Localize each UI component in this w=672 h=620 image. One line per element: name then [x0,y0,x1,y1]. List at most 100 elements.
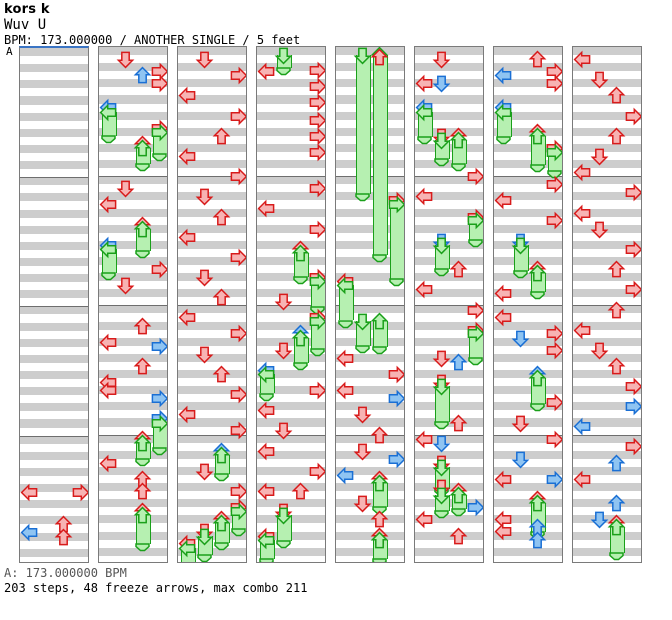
freeze-body [468,333,483,358]
measure-line [257,305,325,307]
beat-band [336,386,404,395]
beat-band [178,337,246,346]
beat-band [336,240,404,249]
quarter-note-arrow [257,401,275,420]
beat-band [573,289,641,298]
beat-band [99,402,167,411]
beat-band [178,160,246,169]
freeze-head-arrow [133,220,151,238]
freeze-head-arrow [309,313,325,331]
quarter-note-arrow [467,301,483,319]
quarter-note-arrow [309,61,325,79]
quarter-note-arrow [116,51,134,69]
beat-band [178,192,246,201]
beat-band [573,450,641,459]
measure-line [336,434,404,436]
beat-band [573,370,641,379]
beat-band [20,144,88,153]
beat-band [336,192,404,201]
beat-band [20,338,88,347]
quarter-note-arrow [230,107,246,126]
freeze-head-arrow [494,103,512,121]
beat-band [573,418,641,427]
beat-band [99,111,167,120]
freeze-head-arrow [607,518,625,536]
freeze-head-arrow [432,132,450,150]
quarter-note-arrow [528,50,546,68]
freeze-head-arrow [528,127,546,145]
quarter-note-arrow [151,260,167,279]
beat-band [257,370,325,379]
freeze-head-arrow [133,506,151,524]
quarter-note-arrow [546,75,562,93]
freeze-tail [450,163,466,172]
freeze-tail [151,153,167,162]
measure-line [415,434,483,436]
beat-band [494,160,562,169]
measure-line [257,176,325,178]
beat-band [99,273,167,282]
freeze-body [355,321,371,346]
beat-band [336,208,404,217]
beat-band [573,208,641,217]
quarter-note-arrow [336,381,354,400]
beat-band [573,466,641,475]
measure-line [178,305,246,307]
beat-band [336,531,404,540]
beat-band [257,305,325,314]
beat-band [415,192,483,201]
quarter-note-arrow [309,111,325,130]
beat-band [178,305,246,314]
quarter-note-arrow [212,365,230,383]
quarter-note-arrow [546,430,562,449]
difficulty-side-label: A [6,45,13,58]
beat-band [573,515,641,524]
quarter-note-arrow [212,208,230,226]
freeze-head-arrow [99,240,117,259]
measure-line [20,435,88,437]
beat-band [99,240,167,249]
beat-band [20,354,88,363]
quarter-note-arrow [178,228,196,246]
beat-band [178,176,246,185]
quarter-note-arrow [625,377,641,396]
freeze-tail [309,348,325,357]
beat-band [573,224,641,233]
eighth-note-arrow [528,531,546,549]
beat-band [20,48,88,57]
eighth-note-arrow [511,451,529,469]
measure-line [257,434,325,436]
beat-band [20,241,88,250]
freeze-head-arrow [212,446,230,464]
beat-band [20,274,88,283]
quarter-note-arrow [388,365,404,384]
eighth-note-arrow [432,435,450,453]
beat-band [257,402,325,411]
freeze-head-arrow [511,237,529,255]
freeze-head-arrow [467,325,483,343]
quarter-note-arrow [494,523,512,541]
beat-band [20,500,88,509]
beat-band [415,208,483,217]
freeze-body [434,386,450,422]
beat-band [494,47,562,56]
quarter-note-arrow [336,349,354,368]
beat-band [20,225,88,234]
beat-band [573,47,641,56]
quarter-note-arrow [274,422,292,440]
quarter-note-arrow [573,470,591,489]
freeze-head-arrow [257,365,275,384]
freeze-tail [433,158,449,167]
beat-band [257,95,325,104]
stepchart-area: A [0,46,672,566]
beat-band [573,63,641,72]
beat-band [257,192,325,201]
quarter-note-arrow [309,77,325,96]
freeze-body [152,422,167,449]
beat-band [336,483,404,492]
freeze-head-arrow [291,244,309,262]
freeze-tail [495,136,511,145]
beat-band [99,370,167,379]
eighth-note-arrow [467,498,483,517]
eighth-note-arrow [511,330,529,348]
